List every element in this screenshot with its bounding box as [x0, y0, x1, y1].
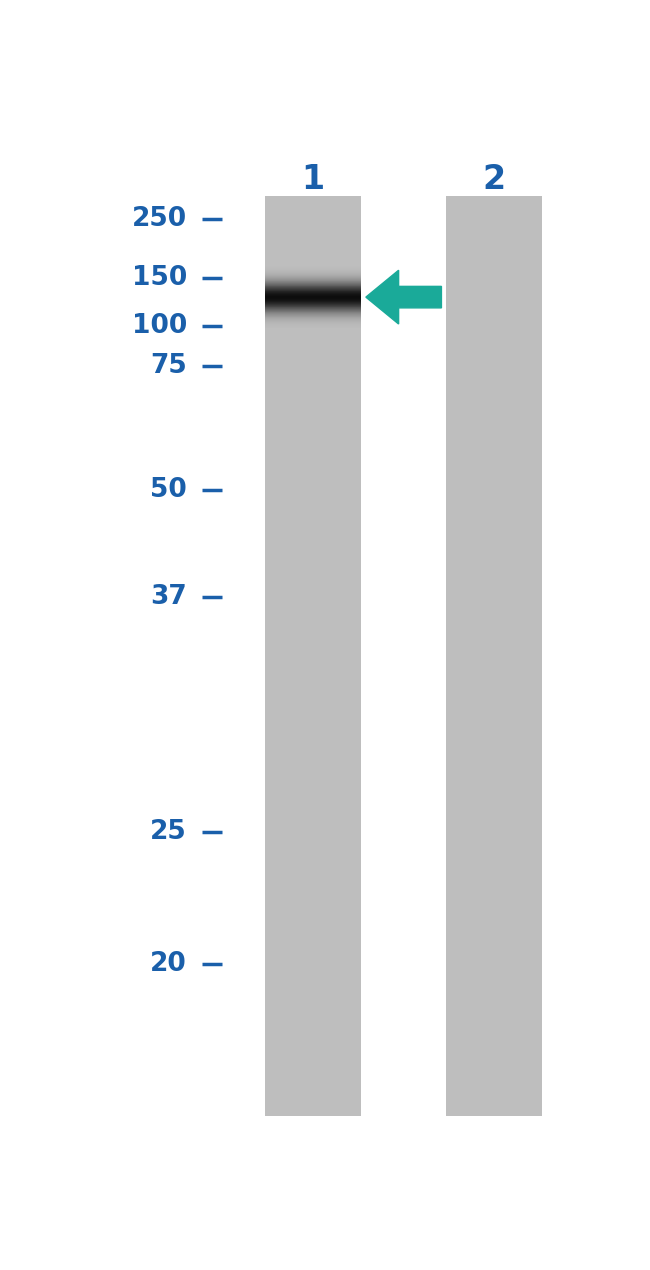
- Text: 37: 37: [150, 584, 187, 611]
- FancyArrow shape: [366, 271, 441, 324]
- Text: 250: 250: [132, 206, 187, 232]
- Text: 25: 25: [150, 819, 187, 845]
- Text: 50: 50: [150, 476, 187, 503]
- Text: 20: 20: [150, 951, 187, 977]
- Text: 2: 2: [483, 164, 506, 197]
- Text: 1: 1: [302, 164, 324, 197]
- Text: 100: 100: [132, 314, 187, 339]
- Text: 150: 150: [132, 264, 187, 291]
- Bar: [265, 197, 361, 1115]
- Bar: [447, 197, 542, 1115]
- Text: 75: 75: [150, 353, 187, 378]
